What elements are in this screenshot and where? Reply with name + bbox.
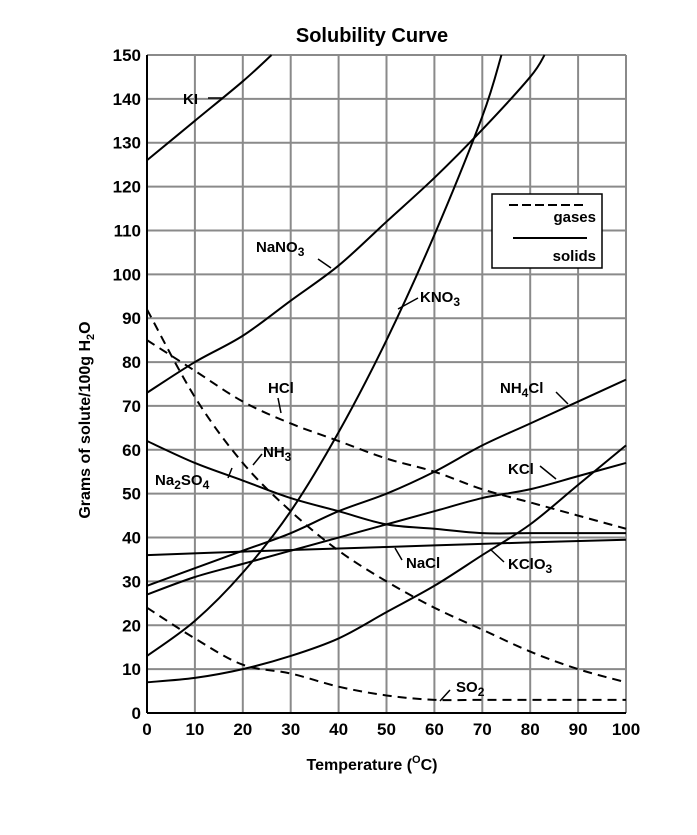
y-tick-label: 40 xyxy=(122,529,141,548)
legend-gases-label: gases xyxy=(553,209,596,226)
leader-line-nano3 xyxy=(317,258,332,269)
x-axis-title: Temperature (OC) xyxy=(307,754,438,774)
y-tick-label: 0 xyxy=(132,704,141,723)
leader-line-kcl xyxy=(539,465,557,480)
x-tick-label: 30 xyxy=(281,720,300,739)
series-label-kclo3: KClO3 xyxy=(508,556,553,576)
tick-labels: 0 10 20 30 40 50 60 70 80 90 100 0 10 20 30 40 50 60 70 80 9… xyxy=(113,46,641,739)
legend-box xyxy=(491,193,603,269)
series-line-kclo3 xyxy=(146,444,627,684)
legend-solids-label: solids xyxy=(553,248,596,265)
leader-line-kclo3 xyxy=(489,548,505,563)
x-tick-label: 80 xyxy=(521,720,540,739)
series-label-so2: SO2 xyxy=(456,679,485,699)
series-label-kno3: KNO3 xyxy=(420,289,460,309)
series-line-so2 xyxy=(146,606,626,702)
y-tick-label: 70 xyxy=(122,397,141,416)
leader-line-so2 xyxy=(439,689,451,702)
series-line-hcl xyxy=(146,339,627,530)
y-tick-label: 80 xyxy=(122,353,141,372)
series-line-nano3 xyxy=(146,54,546,394)
series-label-ki: KI xyxy=(183,91,198,108)
leader-line-kno3 xyxy=(397,297,419,310)
series-label-nano3: NaNO3 xyxy=(256,239,305,259)
leader-line-nh3 xyxy=(252,453,263,466)
series-line-kno3 xyxy=(146,54,503,657)
x-tick-label: 50 xyxy=(377,720,396,739)
series-group xyxy=(146,54,627,702)
series-label-nacl: NaCl xyxy=(406,555,440,572)
y-axis-title: Grams of solute/100g H2O xyxy=(77,321,97,518)
series-labels: KI NaNO3 KNO3 NH4Cl KCl NaCl KClO3 Na2SO4 HCl NH3… xyxy=(155,91,569,702)
legend: gases solids xyxy=(491,193,603,269)
series-label-hcl: HCl xyxy=(268,380,294,397)
y-tick-label: 120 xyxy=(113,178,141,197)
grid xyxy=(146,54,627,714)
y-tick-label: 90 xyxy=(122,309,141,328)
chart-title: Solubility Curve xyxy=(296,25,448,47)
y-tick-label: 10 xyxy=(122,660,141,679)
x-tick-label: 20 xyxy=(233,720,252,739)
leader-line-nh4cl xyxy=(555,391,569,405)
x-tick-label: 0 xyxy=(142,720,151,739)
y-tick-label: 140 xyxy=(113,90,141,109)
x-tick-label: 10 xyxy=(185,720,204,739)
y-tick-label: 20 xyxy=(122,616,141,635)
x-tick-label: 70 xyxy=(473,720,492,739)
y-tick-label: 110 xyxy=(114,221,141,240)
y-tick-label: 30 xyxy=(122,572,141,591)
leader-line-hcl xyxy=(277,397,282,414)
x-tick-label: 100 xyxy=(612,720,640,739)
series-line-nacl xyxy=(146,538,627,557)
series-label-na2so4: Na2SO4 xyxy=(155,472,210,492)
leader-line-nacl xyxy=(394,547,403,561)
series-label-nh3: NH3 xyxy=(263,444,292,464)
y-tick-label: 50 xyxy=(122,485,141,504)
series-line-nh4cl xyxy=(146,378,627,587)
x-tick-label: 40 xyxy=(329,720,348,739)
series-line-ki xyxy=(146,54,273,162)
y-tick-label: 100 xyxy=(113,265,141,284)
y-tick-label: 130 xyxy=(113,134,141,153)
y-tick-label: 150 xyxy=(113,46,141,65)
y-tick-label: 60 xyxy=(122,441,141,460)
series-label-kcl: KCl xyxy=(508,461,534,478)
leader-line-na2so4 xyxy=(227,467,233,479)
x-tick-label: 90 xyxy=(569,720,588,739)
x-tick-label: 60 xyxy=(425,720,444,739)
series-label-nh4cl: NH4Cl xyxy=(500,380,543,400)
